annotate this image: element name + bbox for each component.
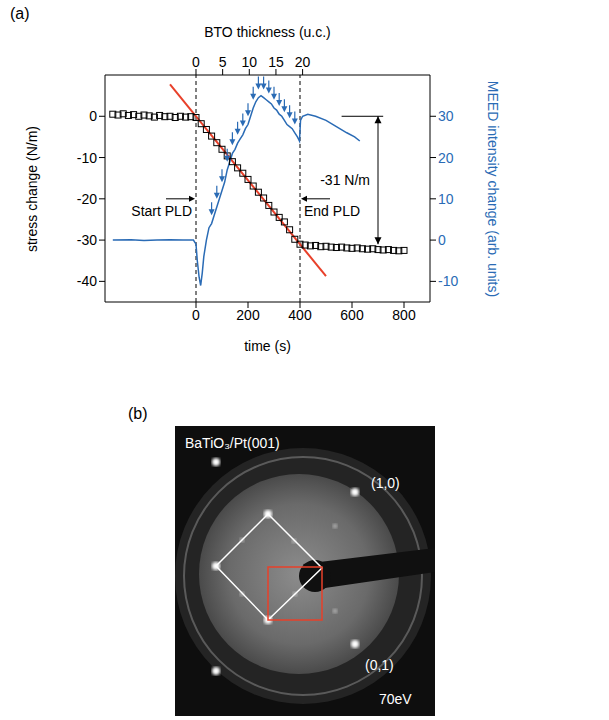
svg-text:(1,0): (1,0) — [371, 475, 400, 491]
svg-text:0: 0 — [438, 232, 446, 248]
svg-text:20: 20 — [295, 54, 311, 70]
html-text:BTO thickness (u.c.): BTO thickness (u.c.) — [204, 24, 331, 40]
svg-text:0: 0 — [192, 54, 200, 70]
html-text:MEED intensity change (arb. un: MEED intensity change (arb. units) — [485, 80, 501, 297]
html-text:(a): (a) — [10, 5, 30, 22]
svg-text:0: 0 — [89, 108, 97, 124]
svg-text:5: 5 — [219, 54, 227, 70]
svg-text:70eV: 70eV — [379, 691, 412, 707]
svg-text:200: 200 — [236, 307, 260, 323]
svg-text:-30: -30 — [77, 232, 97, 248]
svg-text:BaTiO₃/Pt(001): BaTiO₃/Pt(001) — [185, 435, 280, 451]
svg-text:800: 800 — [392, 307, 416, 323]
svg-text:-10: -10 — [438, 273, 458, 289]
html-text:stress change (N/m): stress change (N/m) — [24, 125, 40, 252]
html-text:time (s): time (s) — [244, 338, 291, 354]
svg-text:400: 400 — [288, 307, 312, 323]
svg-text:10: 10 — [242, 54, 258, 70]
svg-text:Start PLD: Start PLD — [131, 203, 192, 219]
svg-text:-10: -10 — [77, 150, 97, 166]
html-text:(b): (b) — [128, 405, 148, 422]
svg-text:-40: -40 — [77, 273, 97, 289]
svg-text:10: 10 — [438, 191, 454, 207]
svg-text:600: 600 — [340, 307, 364, 323]
svg-text:-31 N/m: -31 N/m — [320, 172, 370, 188]
svg-text:30: 30 — [438, 108, 454, 124]
svg-text:20: 20 — [438, 150, 454, 166]
svg-text:0: 0 — [192, 307, 200, 323]
svg-text:15: 15 — [268, 54, 284, 70]
svg-text:-20: -20 — [77, 191, 97, 207]
svg-text:(0,1): (0,1) — [365, 657, 394, 673]
svg-text:End PLD: End PLD — [304, 203, 360, 219]
